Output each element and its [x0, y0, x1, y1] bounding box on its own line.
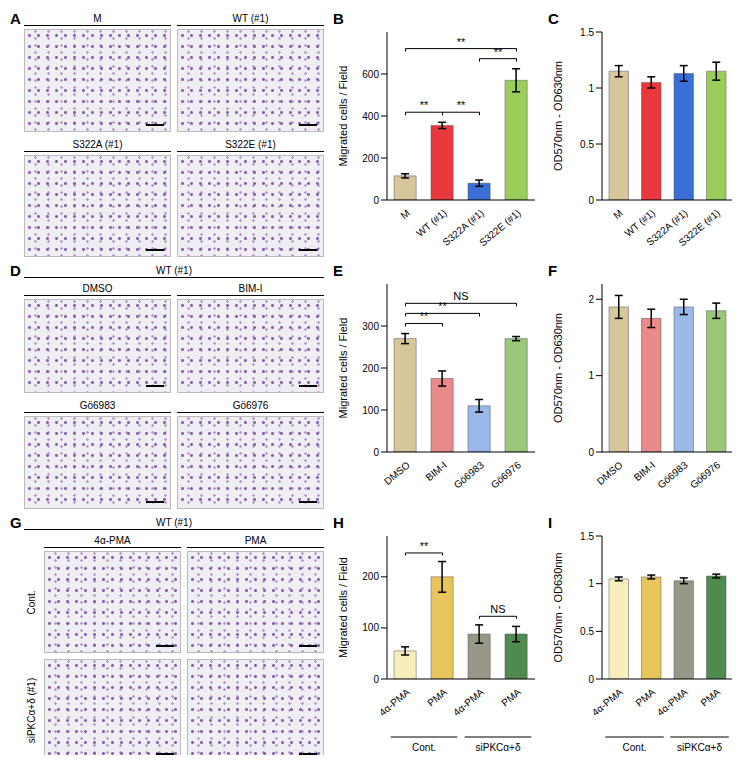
- svg-text:PMA: PMA: [699, 686, 723, 709]
- svg-text:**: **: [457, 99, 466, 111]
- svg-text:Gö6983: Gö6983: [655, 459, 690, 491]
- html-text:I: I: [548, 514, 553, 531]
- svg-text:NS: NS: [490, 603, 505, 615]
- svg-text:M: M: [611, 207, 624, 221]
- html-text:S322E (#1): S322E (#1): [225, 138, 276, 150]
- svg-text:DMSO: DMSO: [595, 459, 625, 487]
- svg-text:0: 0: [373, 674, 379, 685]
- svg-text:**: **: [420, 310, 429, 322]
- html-text:B: B: [333, 10, 344, 27]
- svg-text:2: 2: [588, 294, 594, 305]
- svg-text:NS: NS: [453, 290, 468, 302]
- svg-text:4α-PMA: 4α-PMA: [451, 686, 486, 718]
- html-text:WT (#1): WT (#1): [156, 517, 192, 528]
- svg-text:1: 1: [588, 83, 594, 94]
- svg-text:1.5: 1.5: [580, 27, 594, 38]
- svg-text:200: 200: [362, 153, 379, 164]
- svg-text:200: 200: [362, 571, 379, 582]
- svg-text:OD570nm - OD630nm: OD570nm - OD630nm: [552, 313, 564, 423]
- svg-text:siPKCα+δ: siPKCα+δ: [476, 742, 521, 753]
- html-text:C: C: [548, 10, 559, 27]
- svg-text:S322E (#1): S322E (#1): [676, 207, 722, 248]
- html-text:F: F: [548, 262, 558, 279]
- svg-text:0: 0: [588, 447, 594, 458]
- svg-text:Migrated cells / Field: Migrated cells / Field: [337, 557, 349, 658]
- svg-text:600: 600: [362, 69, 379, 80]
- html-text:H: H: [333, 514, 344, 531]
- html-text:E: E: [333, 262, 343, 279]
- svg-text:4α-PMA: 4α-PMA: [377, 686, 412, 718]
- html-text:DMSO: DMSO: [82, 283, 113, 294]
- svg-text:Migrated cells / Field: Migrated cells / Field: [337, 66, 349, 167]
- svg-text:4α-PMA: 4α-PMA: [590, 686, 625, 718]
- svg-text:0.5: 0.5: [580, 139, 594, 150]
- svg-text:**: **: [420, 540, 429, 552]
- html-text:D: D: [10, 262, 21, 279]
- svg-text:Gö6983: Gö6983: [452, 459, 487, 491]
- html-text:4α-PMA: 4α-PMA: [94, 535, 131, 546]
- svg-text:PMA: PMA: [425, 686, 449, 709]
- html-text:siPKCα+δ (#1): siPKCα+δ (#1): [26, 677, 38, 743]
- svg-text:Cont.: Cont.: [623, 742, 647, 753]
- svg-text:BIM-I: BIM-I: [424, 459, 449, 483]
- svg-text:100: 100: [362, 405, 379, 416]
- svg-text:OD570nm - OD630nm: OD570nm - OD630nm: [552, 61, 564, 171]
- html-text:WT (#1): WT (#1): [156, 265, 192, 276]
- svg-text:S322A (#1): S322A (#1): [440, 207, 486, 248]
- svg-text:Gö6976: Gö6976: [688, 459, 723, 491]
- html-text:G: G: [10, 514, 22, 531]
- svg-text:Gö6976: Gö6976: [489, 459, 524, 491]
- svg-text:S322E (#1): S322E (#1): [477, 207, 523, 248]
- svg-text:PMA: PMA: [499, 686, 523, 709]
- svg-text:**: **: [494, 46, 503, 58]
- html-text:BIM-I: BIM-I: [238, 283, 263, 294]
- svg-text:PMA: PMA: [634, 686, 658, 709]
- svg-text:Cont.: Cont.: [412, 742, 436, 753]
- svg-text:1.5: 1.5: [580, 531, 594, 542]
- html-text:Cont.: Cont.: [26, 590, 38, 614]
- svg-text:300: 300: [362, 321, 379, 332]
- html-text:PMA: PMA: [244, 535, 267, 546]
- svg-text:S322A (#1): S322A (#1): [644, 207, 690, 248]
- svg-text:M: M: [398, 207, 411, 221]
- svg-text:0.5: 0.5: [580, 626, 594, 637]
- svg-text:OD570nm - OD630nm: OD570nm - OD630nm: [552, 552, 564, 662]
- svg-text:WT (#1): WT (#1): [622, 207, 658, 239]
- html-text:WT (#1): WT (#1): [232, 13, 269, 24]
- svg-text:Migrated cells / Field: Migrated cells / Field: [337, 318, 349, 419]
- svg-text:200: 200: [362, 363, 379, 374]
- svg-text:4α-PMA: 4α-PMA: [655, 686, 690, 718]
- svg-text:100: 100: [362, 622, 379, 633]
- svg-text:1: 1: [588, 578, 594, 589]
- html-text:Gö6983: Gö6983: [79, 399, 116, 411]
- svg-text:0: 0: [588, 674, 594, 685]
- svg-text:0: 0: [588, 195, 594, 206]
- svg-text:1: 1: [588, 370, 594, 381]
- svg-text:0: 0: [373, 447, 379, 458]
- html-text:S322A (#1): S322A (#1): [72, 138, 123, 150]
- svg-text:400: 400: [362, 111, 379, 122]
- svg-text:**: **: [420, 99, 429, 111]
- svg-text:**: **: [457, 36, 466, 48]
- svg-text:siPKCα+δ: siPKCα+δ: [677, 742, 722, 753]
- svg-text:WT (#1): WT (#1): [414, 207, 449, 239]
- html-text:Gö6976: Gö6976: [232, 399, 269, 411]
- svg-text:0: 0: [373, 195, 379, 206]
- html-text:M: M: [93, 13, 102, 24]
- svg-text:BIM-I: BIM-I: [632, 459, 657, 483]
- svg-text:**: **: [438, 300, 447, 312]
- svg-text:DMSO: DMSO: [382, 459, 412, 487]
- html-text:A: A: [10, 10, 21, 27]
